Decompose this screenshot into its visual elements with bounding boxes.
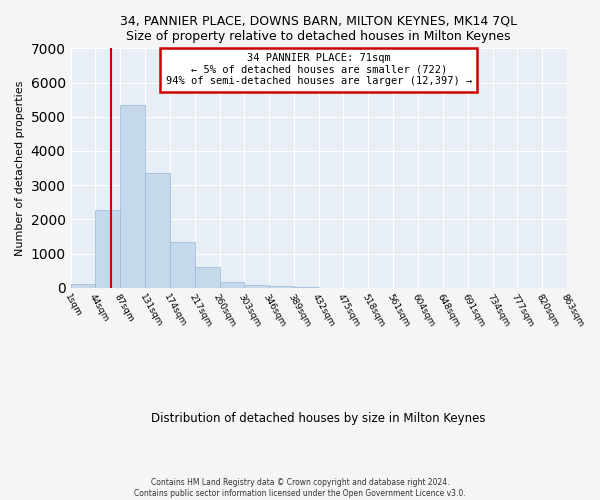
Bar <box>269 286 294 288</box>
Bar <box>195 266 220 288</box>
Text: Contains HM Land Registry data © Crown copyright and database right 2024.
Contai: Contains HM Land Registry data © Crown c… <box>134 478 466 498</box>
Bar <box>244 285 269 288</box>
Bar <box>145 173 170 288</box>
X-axis label: Distribution of detached houses by size in Milton Keynes: Distribution of detached houses by size … <box>151 412 486 425</box>
Bar <box>120 105 145 288</box>
Bar <box>220 282 244 288</box>
Title: 34, PANNIER PLACE, DOWNS BARN, MILTON KEYNES, MK14 7QL
Size of property relative: 34, PANNIER PLACE, DOWNS BARN, MILTON KE… <box>120 15 517 43</box>
Bar <box>294 287 319 288</box>
Bar <box>71 284 95 288</box>
Y-axis label: Number of detached properties: Number of detached properties <box>15 80 25 256</box>
Bar <box>170 242 195 288</box>
Bar <box>95 210 120 288</box>
Text: 34 PANNIER PLACE: 71sqm
← 5% of detached houses are smaller (722)
94% of semi-de: 34 PANNIER PLACE: 71sqm ← 5% of detached… <box>166 53 472 86</box>
